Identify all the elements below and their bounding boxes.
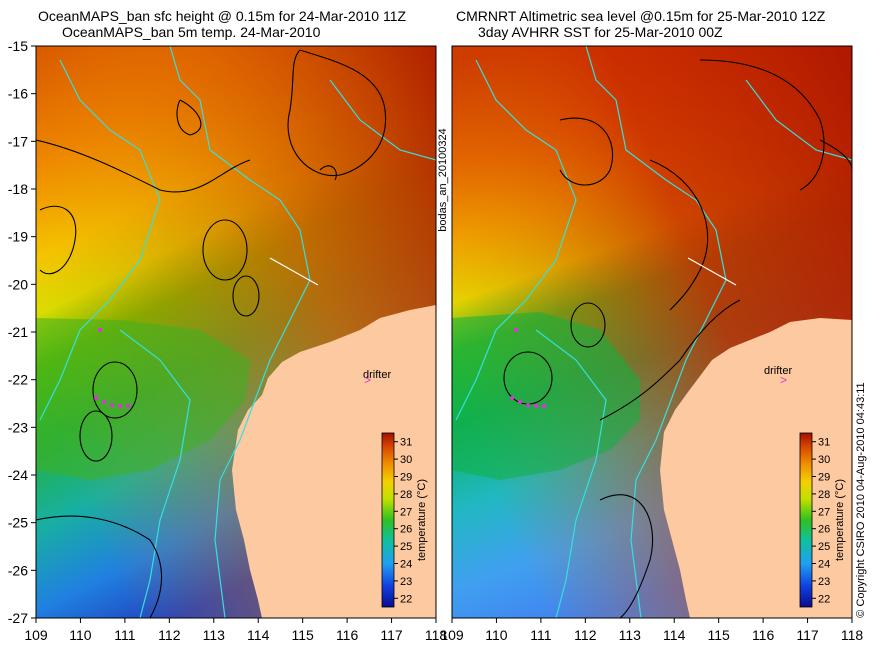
right-lon-axis: 109 110 111 112 113 114 115 116 117 118 — [440, 618, 863, 643]
colorbar-tick-label: 27 — [400, 506, 412, 518]
left-title-line1: OceanMAPS_ban sfc height @ 0.15m for 24-… — [38, 8, 406, 24]
lon-tick-label: 116 — [752, 627, 775, 643]
colorbar-tick-label: 29 — [818, 472, 830, 484]
drifter-label-right: drifter — [764, 365, 792, 377]
lat-tick-label: -18 — [8, 181, 28, 197]
colorbar-tick-label: 23 — [400, 576, 412, 588]
transect-line — [269, 257, 319, 286]
lon-tick-label: 118 — [841, 627, 864, 643]
lat-tick-label: -26 — [8, 562, 28, 578]
lon-tick-label: 111 — [114, 627, 135, 643]
bathymetry-lines — [39, 46, 436, 618]
lat-tick-label: -21 — [8, 324, 28, 340]
colorbar-tick-label: 29 — [400, 472, 412, 484]
lat-tick-label: -22 — [8, 372, 28, 388]
colorbar-tick-label: 31 — [818, 437, 830, 449]
colorbar-tick-label: 31 — [400, 437, 412, 449]
left-title-line2: OceanMAPS_ban 5m temp. 24-Mar-2010 — [62, 24, 321, 40]
ssh-contours — [503, 59, 852, 618]
transect-line — [687, 257, 737, 286]
lon-tick-label: 110 — [69, 627, 92, 643]
lat-tick-label: -23 — [8, 419, 28, 435]
lat-tick-label: -25 — [8, 515, 28, 531]
colorbar-tick-label: 23 — [818, 576, 830, 588]
lat-tick-label: -19 — [8, 229, 28, 245]
ssh-contours — [36, 49, 387, 618]
lon-tick-label: 113 — [203, 627, 226, 643]
right-colorbar: 22 23 24 25 26 27 28 29 30 31 temperature (°C) — [799, 432, 846, 608]
drifter-marker-left: > — [364, 373, 371, 387]
run-id-label: bodas_an_20100324 — [437, 128, 449, 231]
colorbar-label-left: temperature (°C) — [416, 479, 428, 561]
lon-tick-label: 114 — [247, 627, 270, 643]
lat-tick-label: -16 — [8, 86, 28, 102]
left-map-panel: drifter > — [36, 46, 436, 618]
lon-tick-label: 110 — [485, 627, 508, 643]
lat-axis: -15 -16 -17 -18 -19 -20 -21 -22 -23 -24 -25 -26 -27 — [8, 38, 36, 626]
colorbar-tick-label: 28 — [400, 489, 412, 501]
lon-tick-label: 115 — [292, 627, 315, 643]
lat-tick-label: -17 — [8, 133, 28, 149]
drifter-track — [94, 328, 130, 408]
lat-tick-label: -20 — [8, 276, 28, 292]
lon-tick-label: 117 — [380, 627, 403, 643]
right-map-panel: drifter > — [452, 46, 852, 618]
right-title-line2: 3day AVHRR SST for 25-Mar-2010 00Z — [478, 24, 723, 40]
colorbar-tick-label: 24 — [818, 559, 830, 571]
colorbar-tick-label: 26 — [818, 524, 830, 536]
drifter-marker-right: > — [780, 373, 787, 387]
left-colorbar: 22 23 24 25 26 27 28 29 30 31 temperature (°C) — [381, 432, 428, 608]
lon-tick-label: 112 — [158, 627, 181, 643]
lon-tick-label: 115 — [708, 627, 731, 643]
colorbar-tick-label: 25 — [400, 541, 412, 553]
colorbar-tick-label: 24 — [400, 559, 412, 571]
colorbar-tick-label: 30 — [818, 454, 830, 466]
colorbar-tick-label: 26 — [400, 524, 412, 536]
lon-tick-label: 112 — [574, 627, 597, 643]
colorbar-label-right: temperature (°C) — [834, 479, 846, 561]
lon-tick-label: 109 — [440, 627, 464, 643]
colorbar-tick-label: 22 — [400, 593, 412, 605]
lon-tick-label: 116 — [336, 627, 359, 643]
colorbar-tick-label: 22 — [818, 593, 830, 605]
copyright-label: © Copyright CSIRO 2010 04-Aug-2010 04:43… — [855, 382, 867, 617]
colorbar-tick-label: 30 — [400, 454, 412, 466]
lat-tick-label: -15 — [8, 38, 28, 54]
colorbar-tick-label: 28 — [818, 489, 830, 501]
right-map-frame — [451, 45, 853, 619]
lon-tick-label: 109 — [24, 627, 48, 643]
right-title-line1: CMRNRT Altimetric sea level @0.15m for 2… — [456, 8, 826, 24]
lat-tick-label: -24 — [8, 467, 28, 483]
lon-tick-label: 111 — [530, 627, 551, 643]
colorbar-tick-label: 27 — [818, 506, 830, 518]
lon-tick-label: 113 — [619, 627, 642, 643]
left-lon-axis: 109 110 111 112 113 114 115 116 117 118 — [24, 618, 447, 643]
lon-tick-label: 114 — [663, 627, 686, 643]
drifter-track — [510, 328, 546, 408]
colorbar-tick-label: 25 — [818, 541, 830, 553]
lon-tick-label: 117 — [796, 627, 819, 643]
lon-tick-label: 118 — [425, 627, 448, 643]
lat-tick-label: -27 — [8, 610, 28, 626]
drifter-label-left: drifter — [363, 369, 391, 381]
